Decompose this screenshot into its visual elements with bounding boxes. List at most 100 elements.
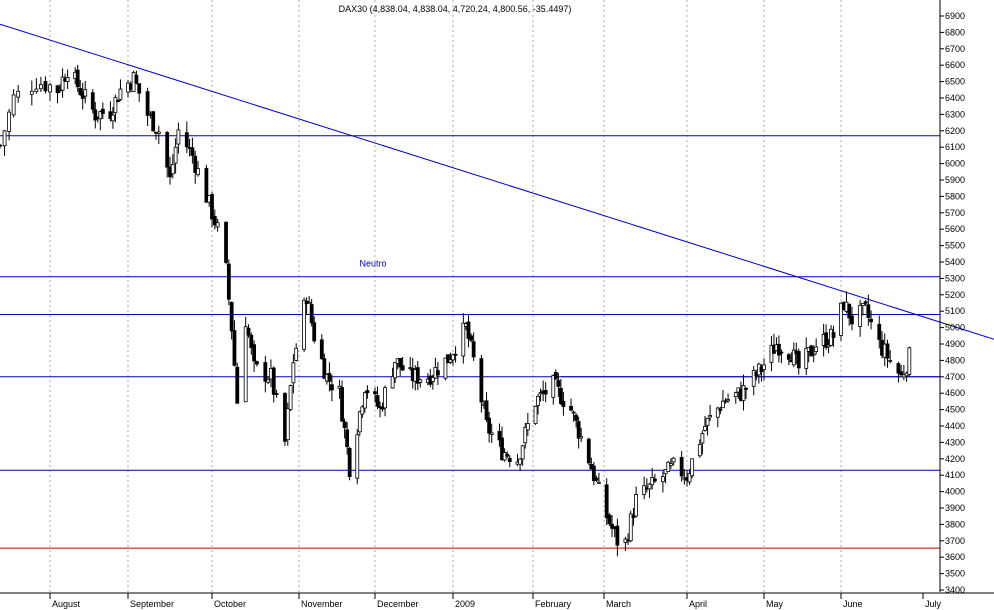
candle-body-down	[246, 327, 251, 336]
candle	[561, 391, 566, 416]
candle-body-down	[193, 155, 198, 173]
candle-body-up	[390, 376, 395, 389]
candle	[156, 125, 161, 145]
candle	[553, 369, 558, 380]
candle	[196, 160, 200, 177]
candle	[232, 320, 237, 367]
candle	[826, 338, 831, 354]
candle	[591, 461, 596, 486]
candle-body-up	[357, 411, 362, 433]
candle-body-down	[679, 456, 684, 477]
candle-body-down	[479, 358, 484, 403]
candle	[443, 357, 448, 381]
candle	[899, 364, 904, 376]
candle-body-up	[294, 347, 299, 361]
candle-body-up	[360, 406, 365, 415]
candle-body-down	[145, 91, 150, 116]
candle	[597, 472, 601, 484]
candle-body-up	[418, 379, 423, 383]
candle	[669, 458, 673, 469]
candle-body-down	[190, 147, 195, 156]
candle-body-down	[151, 111, 156, 132]
candle-body-down	[497, 430, 502, 441]
candle	[2, 129, 7, 156]
candle-body-up	[860, 302, 865, 307]
candle	[576, 416, 581, 449]
candle	[448, 352, 453, 364]
candle-body-up	[355, 434, 360, 479]
candle	[151, 110, 156, 132]
candle	[83, 81, 88, 104]
candle-body-up	[48, 84, 52, 93]
candle	[134, 70, 139, 85]
candle	[533, 405, 538, 425]
candle-body-up	[536, 395, 540, 406]
candle-body-up	[703, 426, 707, 431]
candle	[347, 446, 352, 481]
candle-body-down	[255, 361, 259, 365]
candle	[226, 259, 231, 306]
candle-body-down	[796, 351, 801, 369]
candle-body-down	[327, 372, 332, 382]
candle	[586, 437, 591, 465]
candle	[34, 78, 39, 94]
candle	[558, 379, 563, 406]
x-tick-label-october: October	[214, 599, 246, 609]
candle-body-down	[263, 362, 268, 382]
candle	[93, 102, 98, 129]
x-tick-label-april: April	[689, 599, 707, 609]
annotation-neutro: Neutro	[359, 259, 386, 269]
candle-body-down	[184, 132, 189, 148]
candle	[723, 397, 728, 404]
y-tick-label-3600: 3600	[945, 552, 965, 562]
y-tick-label-5700: 5700	[945, 208, 965, 218]
candle	[489, 423, 494, 444]
candle	[170, 154, 175, 179]
candle-body-up	[113, 96, 118, 114]
candle	[786, 352, 791, 366]
candle-body-up	[111, 114, 115, 122]
candle	[7, 108, 11, 141]
y-tick-label-6400: 6400	[945, 93, 965, 103]
candle	[294, 343, 299, 362]
candle	[224, 221, 228, 265]
candle	[500, 426, 504, 461]
candle	[357, 410, 362, 436]
candle-body-up	[888, 359, 893, 362]
candle	[628, 510, 633, 543]
candle	[204, 164, 209, 203]
candle-body-down	[500, 437, 504, 460]
candle	[212, 209, 217, 230]
candle-body-up	[791, 349, 796, 366]
candle-body-down	[786, 354, 791, 360]
candle-body-down	[569, 405, 573, 411]
candle	[60, 68, 65, 98]
candle	[307, 296, 312, 304]
candle-body-down	[877, 323, 882, 340]
candle-body-up	[7, 111, 11, 132]
candle	[666, 460, 671, 472]
candle	[634, 486, 639, 518]
candle	[111, 107, 115, 129]
candle-body-up	[118, 88, 123, 100]
candle	[652, 473, 657, 483]
candle	[418, 378, 423, 388]
candle-body-down	[652, 478, 657, 482]
candle-body-up	[266, 379, 271, 383]
y-tick-label-6100: 6100	[945, 142, 965, 152]
candle	[671, 457, 676, 466]
y-tick-label-6900: 6900	[945, 11, 965, 21]
candle	[285, 402, 290, 446]
candle-body-down	[487, 417, 492, 434]
candle-body-up	[647, 483, 652, 490]
candle	[90, 89, 95, 114]
candle	[705, 417, 710, 436]
candle-body-down	[229, 301, 234, 332]
candle-body-down	[165, 132, 170, 168]
candle	[556, 372, 561, 397]
candle	[190, 137, 195, 164]
candle-body-up	[769, 344, 774, 363]
candle-body-up	[762, 364, 766, 370]
candle	[762, 358, 766, 381]
candle	[291, 354, 296, 394]
